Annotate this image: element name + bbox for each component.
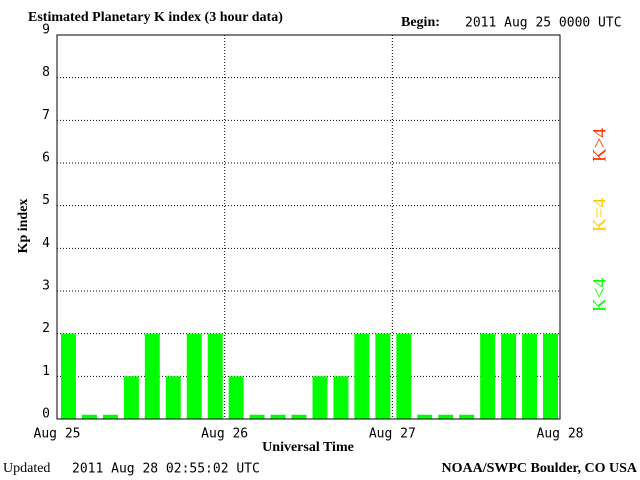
bar [270, 414, 286, 419]
y-tick-label: 5 [42, 193, 50, 208]
y-tick-label: 1 [42, 364, 50, 379]
y-tick-label: 3 [42, 279, 50, 294]
y-axis-label: Kp index [16, 199, 31, 254]
bar [459, 414, 475, 419]
y-tick-label: 8 [42, 65, 50, 80]
bar [186, 333, 202, 419]
bar [81, 414, 97, 419]
bar [312, 376, 328, 419]
y-tick-label: 7 [42, 108, 50, 123]
bar [144, 333, 160, 419]
begin-date: 2011 Aug 25 0000 UTC [465, 16, 622, 31]
y-tick-label: 9 [42, 23, 50, 38]
y-tick-label: 0 [42, 407, 50, 422]
x-tick-label: Aug 28 [537, 427, 584, 442]
bar [123, 376, 139, 419]
x-tick-label: Aug 26 [201, 427, 248, 442]
x-tick-label: Aug 27 [369, 427, 416, 442]
legend-entry: K>4 [589, 128, 610, 162]
x-tick-label: Aug 25 [34, 427, 81, 442]
bar [291, 414, 307, 419]
bar [354, 333, 370, 419]
updated-date: 2011 Aug 28 02:55:02 UTC [72, 462, 260, 477]
bar [543, 333, 558, 419]
bar [207, 333, 223, 419]
y-tick-label: 4 [42, 236, 50, 251]
bar [438, 414, 454, 419]
y-tick-label: 6 [42, 151, 50, 166]
bar [249, 414, 265, 419]
x-axis-label: Universal Time [262, 440, 354, 455]
bar [61, 333, 76, 419]
bar [375, 333, 391, 419]
bar [522, 333, 538, 419]
begin-label: Begin: [401, 15, 440, 30]
bar [228, 376, 244, 419]
y-tick-label: 2 [42, 321, 50, 336]
bar [501, 333, 517, 419]
bar [102, 414, 118, 419]
legend-entry: K=4 [589, 198, 610, 232]
updated-label: Updated [3, 461, 50, 476]
bar [417, 414, 433, 419]
bar [165, 376, 181, 419]
source: NOAA/SWPC Boulder, CO USA [441, 461, 637, 476]
plot-frame [56, 34, 561, 420]
bar [333, 376, 349, 419]
bar [480, 333, 496, 419]
bar [396, 333, 412, 419]
chart-title: Estimated Planetary K index (3 hour data… [28, 10, 283, 25]
legend-entry: K<4 [589, 278, 610, 312]
